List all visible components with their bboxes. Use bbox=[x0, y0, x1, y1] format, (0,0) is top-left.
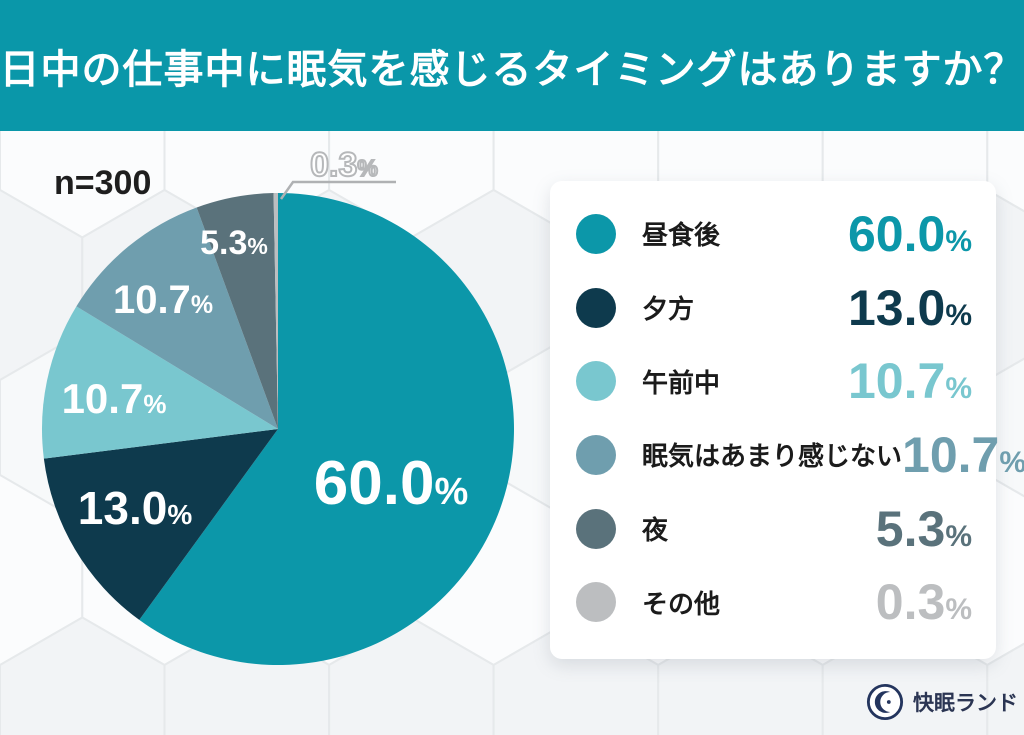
pie-slice bbox=[76, 207, 278, 429]
legend-value: 60.0% bbox=[847, 205, 972, 262]
legend-item-other: その他 0.3% bbox=[576, 565, 972, 639]
slice-label-other: 0.3% bbox=[309, 146, 379, 184]
hexagon-tile bbox=[0, 616, 166, 735]
legend-label: 眠気はあまり感じない bbox=[642, 441, 903, 472]
hexagon-tile bbox=[986, 642, 1024, 735]
pie-chart-svg bbox=[42, 180, 515, 665]
legend-item-night: 夜 5.3% bbox=[576, 492, 972, 566]
legend-label: その他 bbox=[642, 588, 721, 619]
pie-slice bbox=[43, 429, 278, 620]
legend-value: 10.7% bbox=[847, 353, 972, 410]
moon-icon bbox=[866, 683, 904, 721]
legend-color-dot bbox=[576, 508, 616, 549]
kaimin-land-logo: 快眠ランド bbox=[866, 683, 1018, 721]
legend-color-dot bbox=[576, 582, 616, 623]
pie-slice bbox=[139, 193, 515, 665]
title-banner: 日中の仕事中に眠気を感じるタイミングはありますか？ bbox=[0, 0, 1024, 131]
legend-item-rarely-sleepy: 眠気はあまり感じない 10.7% bbox=[576, 418, 1024, 492]
legend-color-dot bbox=[576, 213, 616, 254]
pie-slice bbox=[273, 193, 278, 429]
callout-leader-line bbox=[279, 180, 396, 200]
legend-label: 午前中 bbox=[642, 367, 721, 398]
slice-label-morning: 10.7% bbox=[61, 375, 167, 422]
legend-label: 夕方 bbox=[642, 294, 695, 324]
slice-label-evening: 13.0% bbox=[77, 482, 193, 534]
pie-slice bbox=[42, 306, 279, 459]
legend-value: 0.3% bbox=[875, 574, 972, 631]
legend-label: 夜 bbox=[642, 515, 669, 546]
slice-label-rarely-sleepy: 10.7% bbox=[112, 278, 214, 322]
legend-item-morning: 午前中 10.7% bbox=[576, 344, 972, 418]
legend-value: 10.7% bbox=[902, 426, 1024, 483]
legend-value: 13.0% bbox=[847, 279, 972, 336]
slice-label-after-lunch: 60.0% bbox=[313, 449, 469, 518]
legend-item-after-lunch: 昼食後 60.0% bbox=[576, 197, 972, 271]
slice-label-night: 5.3% bbox=[200, 224, 268, 262]
pie-chart: 60.0% 13.0% 10.7% 10.7% 5.3% 0.3% bbox=[0, 140, 560, 735]
legend-card: 昼食後 60.0% 夕方 13.0% 午前中 10.7% 眠気はあまり感じない … bbox=[550, 181, 1024, 659]
legend-item-evening: 夕方 13.0% bbox=[576, 271, 972, 345]
legend-color-dot bbox=[576, 287, 616, 328]
legend-label: 昼食後 bbox=[642, 220, 721, 251]
legend-color-dot bbox=[576, 434, 616, 475]
page-title: 日中の仕事中に眠気を感じるタイミングはありますか？ bbox=[0, 47, 1024, 92]
sample-size-label: n=300 bbox=[54, 164, 152, 202]
legend-color-dot bbox=[576, 361, 616, 402]
brand-name: 快眠ランド bbox=[913, 692, 1018, 715]
pie-slice bbox=[196, 193, 278, 429]
legend-value: 5.3% bbox=[875, 500, 972, 557]
